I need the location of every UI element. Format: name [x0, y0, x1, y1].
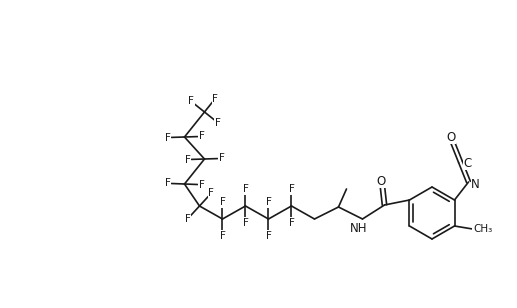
Text: F: F	[220, 197, 225, 207]
Text: O: O	[377, 175, 386, 188]
Text: F: F	[164, 132, 171, 143]
Text: NH: NH	[349, 222, 367, 235]
Text: F: F	[288, 184, 294, 194]
Text: F: F	[185, 213, 191, 224]
Text: F: F	[242, 218, 249, 228]
Text: F: F	[288, 218, 294, 228]
Text: F: F	[164, 178, 171, 188]
Text: F: F	[266, 197, 271, 207]
Text: F: F	[215, 118, 221, 128]
Text: C: C	[463, 156, 472, 169]
Text: N: N	[471, 177, 480, 191]
Text: F: F	[220, 231, 225, 241]
Text: F: F	[266, 231, 271, 241]
Text: F: F	[212, 94, 218, 104]
Text: F: F	[199, 132, 204, 141]
Text: F: F	[208, 188, 214, 198]
Text: O: O	[446, 131, 455, 144]
Text: F: F	[242, 184, 249, 194]
Text: F: F	[188, 96, 194, 106]
Text: F: F	[185, 155, 190, 164]
Text: F: F	[199, 180, 204, 190]
Text: CH₃: CH₃	[473, 224, 492, 234]
Text: F: F	[219, 153, 224, 164]
